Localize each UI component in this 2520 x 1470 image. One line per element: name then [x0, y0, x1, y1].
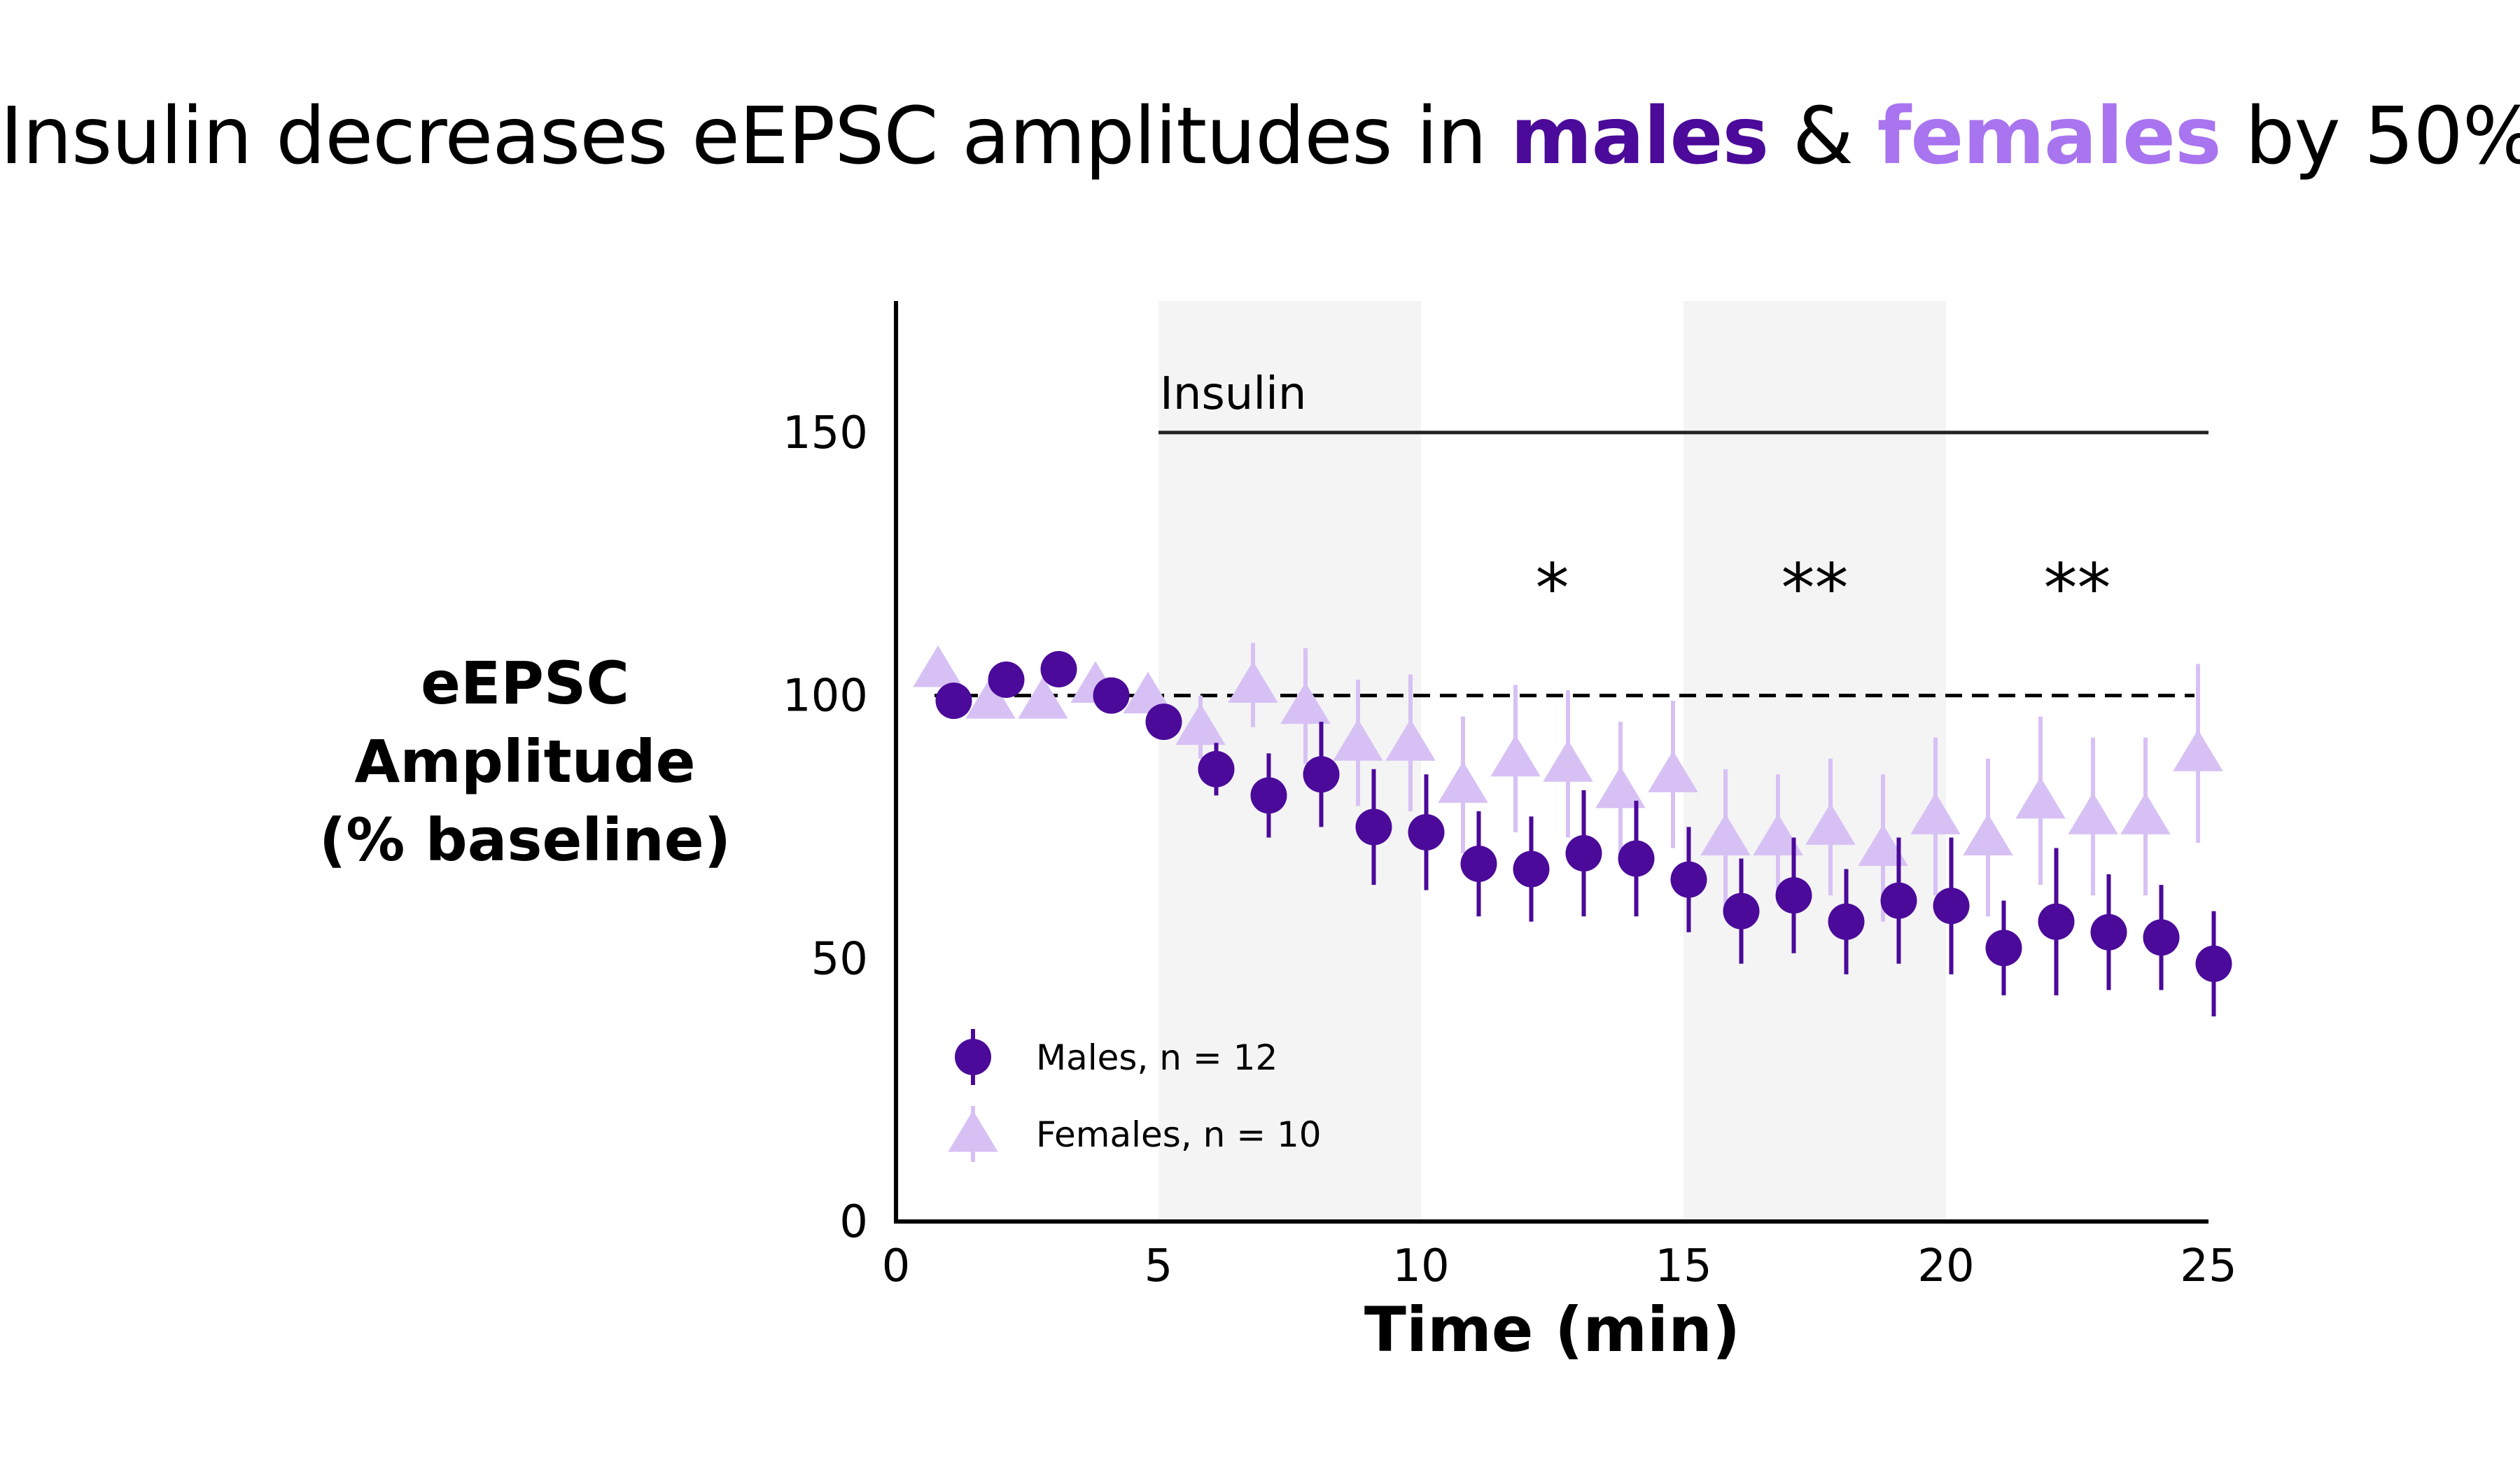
x-axis-label: Time (min): [1364, 1294, 1740, 1366]
significance-markers: * ** **: [1536, 549, 2111, 627]
data-point: [1355, 808, 1392, 846]
y-axis-label: eEPSC Amplitude (% baseline): [294, 644, 756, 879]
data-point: [1385, 719, 1436, 761]
title-females-word: females: [1877, 91, 2222, 182]
data-point: [1018, 677, 1068, 719]
data-point: [2015, 776, 2066, 819]
data-point: [2038, 903, 2075, 940]
data-point: [1123, 671, 1173, 714]
data-point: [1408, 813, 1445, 850]
title-prefix: Insulin decreases eEPSC amplitudes in: [0, 91, 1511, 182]
data-point: [1648, 750, 1698, 792]
data-point: [1858, 824, 1908, 866]
chart-title: Insulin decreases eEPSC amplitudes in ma…: [0, 91, 2520, 182]
data-point: [1250, 777, 1287, 814]
insulin-label: Insulin: [1160, 368, 1306, 420]
y-axis-label-line-2: Amplitude: [354, 727, 696, 796]
data-point: [1963, 813, 2013, 855]
y-tick-label: 0: [839, 1196, 868, 1248]
data-point: [1280, 682, 1331, 724]
data-point: [1460, 846, 1497, 883]
data-point: [1175, 703, 1226, 746]
data-point: [1670, 861, 1707, 898]
data-point: [1198, 750, 1235, 788]
data-point: [988, 662, 1025, 699]
data-point: [1145, 704, 1182, 741]
data-point: [2173, 729, 2223, 771]
data-series: [913, 643, 2232, 1016]
y-tick-label: 100: [783, 671, 868, 722]
data-point: [1595, 766, 1646, 808]
data-point: [1805, 803, 1856, 845]
data-point: [2195, 945, 2232, 982]
data-point: [1040, 651, 1077, 687]
data-point: [935, 682, 972, 720]
data-point: [1093, 677, 1130, 714]
x-tick-label: 10: [1392, 1240, 1449, 1292]
data-point: [1543, 740, 1593, 782]
axes-group: 0 50 100 150 0 5 10 15 20 25 Time (min): [783, 301, 2237, 1366]
data-point: [2068, 792, 2118, 834]
data-point: [1985, 930, 2022, 967]
data-point: [1723, 892, 1760, 930]
x-tick-label: 5: [1144, 1240, 1173, 1292]
legend-marker-circle: [955, 1039, 991, 1075]
series-males: [935, 651, 2232, 1016]
data-point: [1700, 813, 1751, 855]
significance-marker-1: *: [1536, 549, 1569, 627]
data-point: [2143, 919, 2180, 956]
data-point: [965, 677, 1016, 719]
legend-marker-triangle: [948, 1110, 998, 1152]
shaded-band-1: [1158, 301, 1421, 1222]
data-point: [1910, 792, 1961, 834]
legend-label: Males, n = 12: [1036, 1037, 1278, 1078]
x-tick-label: 20: [1917, 1240, 1974, 1292]
data-point: [913, 645, 963, 687]
data-point: [2090, 913, 2127, 951]
shaded-band-2: [1684, 301, 1946, 1222]
data-point: [1513, 850, 1550, 888]
legend-label: Females, n = 10: [1036, 1114, 1322, 1155]
significance-marker-2: **: [1782, 549, 1849, 627]
data-point: [1565, 835, 1602, 872]
x-tick-label: 25: [2180, 1240, 2236, 1292]
data-point: [1753, 813, 1803, 855]
y-tick-label: 50: [811, 933, 868, 985]
x-tick-label: 15: [1655, 1240, 1712, 1292]
data-point: [1228, 661, 1278, 704]
data-point: [1438, 761, 1488, 803]
data-point: [1880, 882, 1917, 919]
legend: Males, n = 12 Females, n = 10: [948, 1029, 1322, 1162]
title-suffix: by 50%: [2220, 91, 2520, 182]
title-ampersand: &: [1768, 91, 1877, 182]
series-females: [913, 643, 2223, 922]
data-point: [1490, 734, 1541, 777]
y-tick-label: 150: [783, 407, 868, 459]
data-point: [1618, 840, 1655, 877]
title-males-word: males: [1510, 91, 1769, 182]
data-point: [1828, 903, 1865, 940]
data-point: [1775, 877, 1812, 914]
x-tick-label: 0: [882, 1240, 911, 1292]
data-point: [1303, 756, 1340, 793]
data-point: [1933, 888, 1970, 925]
y-axis-label-line-1: eEPSC: [420, 649, 630, 718]
treatment-bar-group: Insulin: [1158, 368, 2208, 435]
y-axis-label-line-3: (% baseline): [318, 806, 732, 874]
data-point: [2120, 792, 2171, 834]
data-point: [1333, 719, 1383, 761]
significance-marker-3: **: [2044, 549, 2111, 627]
shaded-bands: [1158, 301, 1946, 1222]
